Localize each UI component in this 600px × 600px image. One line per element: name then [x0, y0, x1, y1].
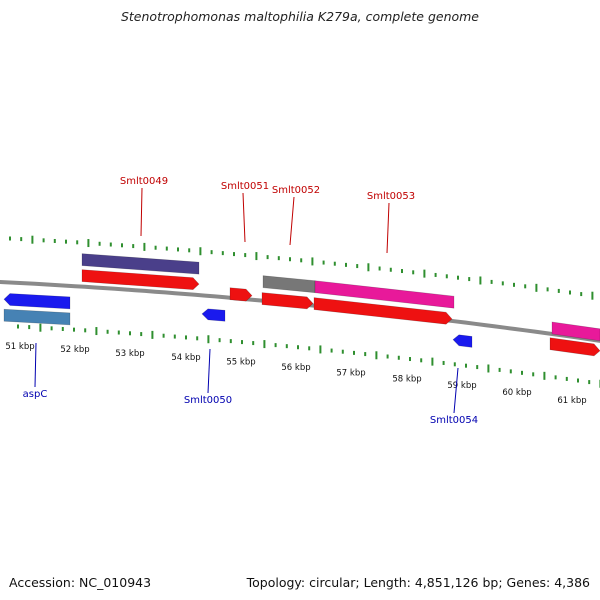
gene-label: Smlt0054	[430, 415, 478, 426]
feature-bar-steelblue	[3, 308, 71, 326]
gene-label: Smlt0050	[184, 395, 232, 406]
scale-label: 55 kbp	[226, 358, 255, 368]
cds-arrow-forward	[313, 297, 453, 325]
scale-label: 51 kbp	[5, 342, 34, 352]
cds-arrow-forward	[261, 292, 314, 310]
map-title: Stenotrophomonas maltophilia K279a, comp…	[120, 9, 480, 24]
feature-bar-pink	[551, 321, 600, 342]
label-leader-line	[289, 196, 295, 246]
cds-arrow-reverse	[3, 293, 71, 310]
label-leader-line	[140, 187, 143, 237]
scale-label: 57 kbp	[336, 368, 365, 378]
inner-tick-track	[17, 323, 600, 388]
scale-label: 53 kbp	[115, 349, 144, 359]
cds-arrow-forward	[229, 287, 253, 302]
gene-labels: Smlt0049 Smlt0051 Smlt0052 Smlt0053 aspC Smlt…	[23, 176, 478, 426]
gene-label: Smlt0052	[272, 185, 320, 196]
label-leader-line	[242, 192, 246, 243]
label-leader-line	[386, 202, 390, 254]
cds-arrow-forward	[81, 269, 200, 290]
scale-label: 54 kbp	[171, 353, 200, 363]
scale-label: 52 kbp	[60, 345, 89, 355]
scale-label: 61 kbp	[557, 396, 586, 406]
cds-arrow-forward	[549, 337, 600, 357]
scale-label: 60 kbp	[502, 388, 531, 398]
feature-bar-pink	[314, 280, 455, 309]
scale-labels: 51 kbp 52 kbp 53 kbp 54 kbp 55 kbp 56 kbp 57 k…	[5, 342, 586, 406]
label-leader-line	[34, 342, 37, 388]
genome-summary: Topology: circular; Length: 4,851,126 bp…	[246, 575, 590, 590]
outer-tick-track	[9, 235, 594, 300]
scale-label: 56 kbp	[281, 363, 310, 373]
gene-label: Smlt0051	[221, 181, 269, 192]
feature-layer	[3, 253, 600, 357]
feature-bar-gray	[262, 275, 316, 294]
gene-label: Smlt0049	[120, 176, 168, 187]
accession-label: Accession: NC_010943	[9, 575, 152, 590]
scale-label: 59 kbp	[447, 381, 476, 391]
cds-arrow-reverse	[201, 308, 226, 322]
label-leader-line	[453, 367, 459, 414]
cds-arrow-reverse	[452, 334, 473, 348]
gene-label: Smlt0053	[367, 191, 415, 202]
scale-label: 58 kbp	[392, 375, 421, 385]
label-leader-line	[207, 348, 211, 394]
feature-bar-purple	[81, 253, 200, 275]
gene-label: aspC	[23, 389, 48, 400]
